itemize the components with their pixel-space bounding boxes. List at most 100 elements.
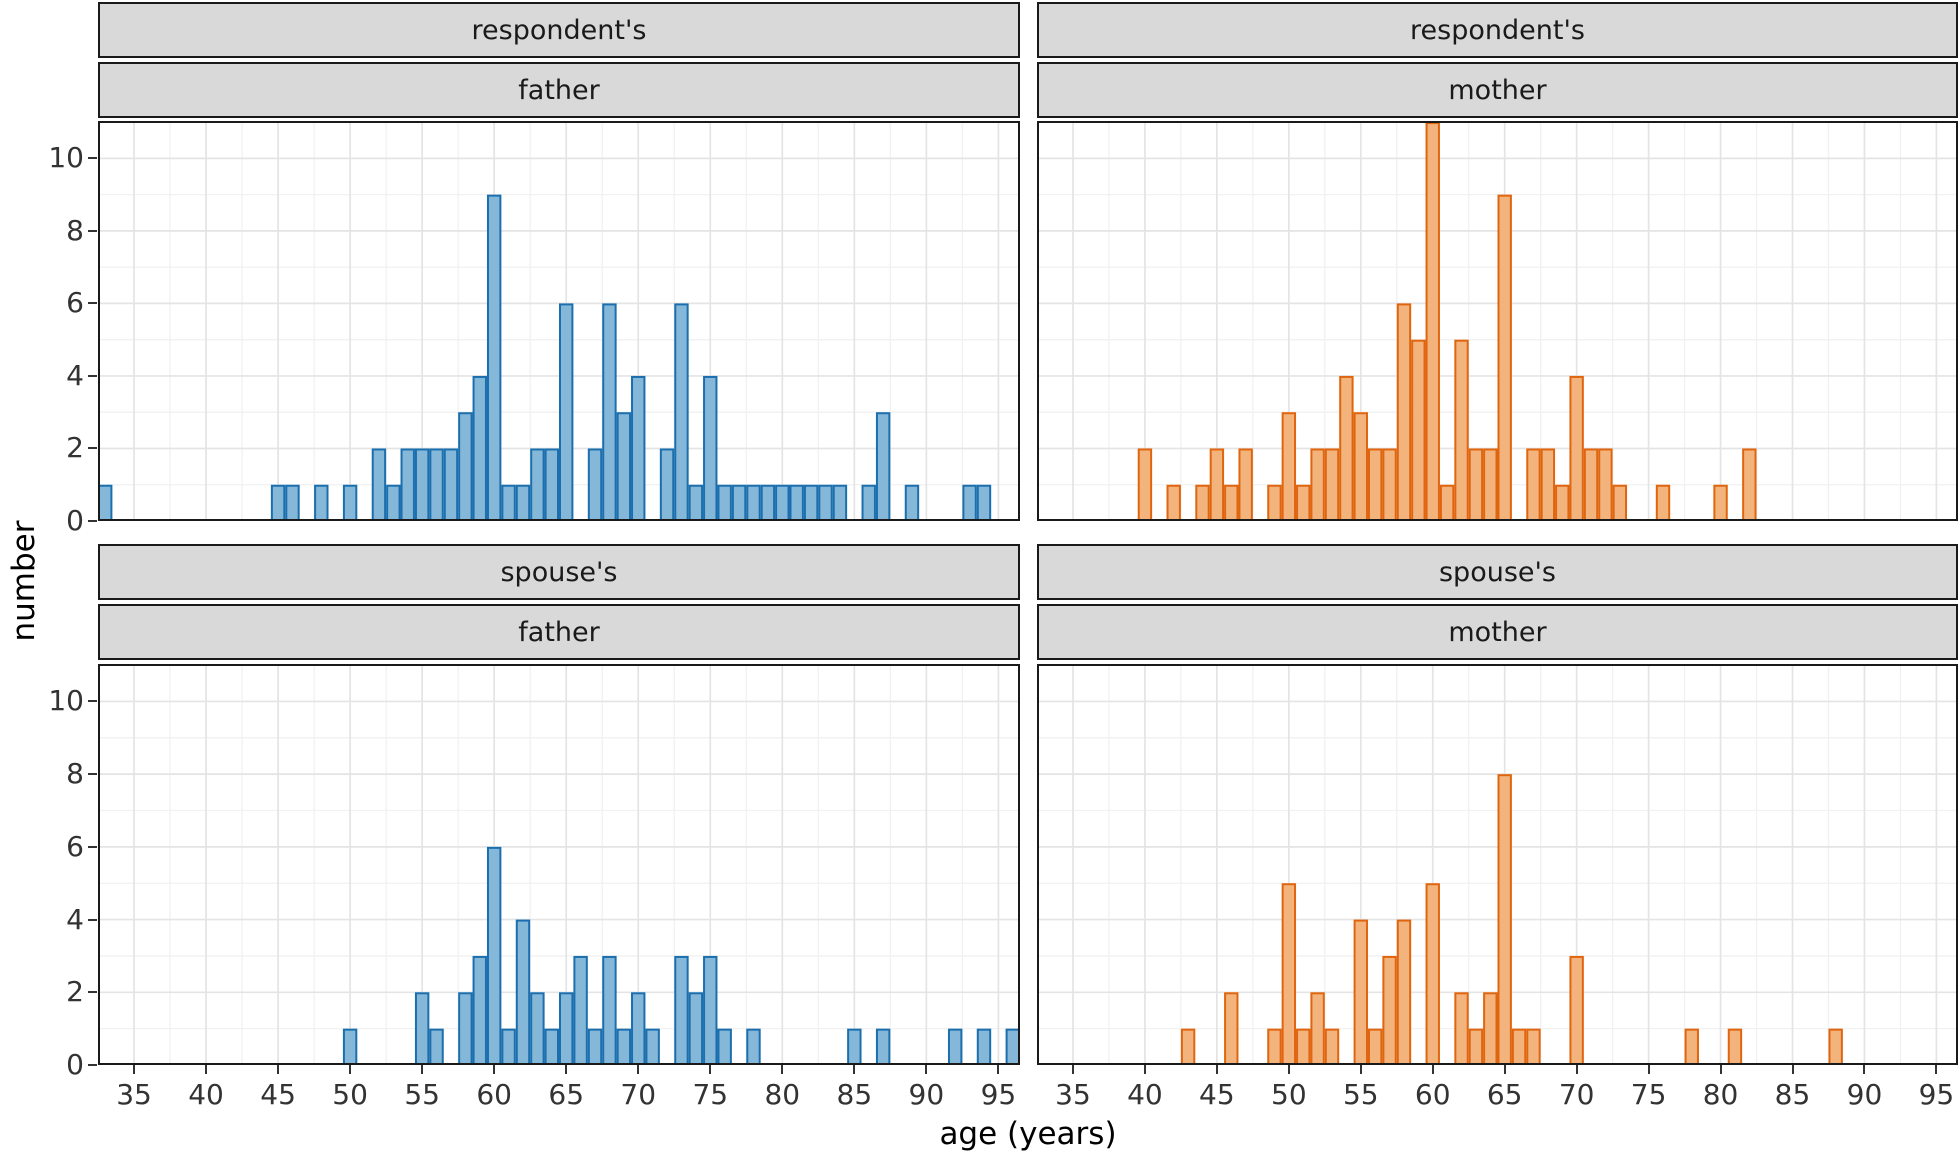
histogram-bar bbox=[1540, 448, 1556, 521]
histogram-bar bbox=[659, 448, 675, 521]
x-tick-label: 70 bbox=[1558, 1078, 1595, 1111]
x-tick-mark bbox=[1863, 1065, 1866, 1074]
x-tick-mark bbox=[1647, 1065, 1650, 1074]
histogram-bar bbox=[875, 1028, 891, 1065]
y-tick-mark bbox=[88, 302, 97, 305]
x-tick-label: 80 bbox=[764, 1078, 801, 1111]
histogram-bar bbox=[1267, 1028, 1282, 1065]
histogram-bar bbox=[775, 484, 790, 521]
histogram-bar bbox=[1281, 883, 1297, 1065]
facet-strip-row-bottom-right: spouse's bbox=[1037, 544, 1958, 600]
y-tick-mark bbox=[88, 157, 97, 160]
panel-border bbox=[98, 664, 1020, 1065]
x-tick-label: 40 bbox=[1127, 1078, 1163, 1111]
histogram-bar bbox=[688, 484, 704, 521]
x-tick-mark bbox=[493, 1065, 496, 1074]
y-tick-label: 4 bbox=[66, 358, 84, 392]
x-tick-label: 40 bbox=[188, 1078, 224, 1111]
x-tick-label: 50 bbox=[1271, 1078, 1307, 1111]
histogram-bar bbox=[98, 484, 113, 521]
histogram-bar bbox=[458, 412, 473, 521]
y-tick-label: 10 bbox=[48, 141, 84, 175]
histogram-bar bbox=[1684, 1028, 1699, 1065]
histogram-bar bbox=[616, 412, 632, 521]
histogram-bar bbox=[515, 484, 531, 521]
facet-strip-row-top-left: respondent's bbox=[98, 2, 1020, 58]
histogram-bar bbox=[314, 484, 329, 521]
x-tick-label: 35 bbox=[116, 1078, 152, 1111]
y-tick-label: 6 bbox=[66, 286, 84, 320]
histogram-bar bbox=[962, 484, 977, 521]
x-tick-mark bbox=[709, 1065, 712, 1074]
histogram-bar bbox=[1411, 339, 1426, 521]
x-tick-label: 85 bbox=[1774, 1078, 1811, 1111]
histogram-bar bbox=[1324, 1028, 1340, 1065]
histogram-bar bbox=[1713, 484, 1728, 521]
facet-strip-label: father bbox=[518, 616, 600, 648]
histogram-bar bbox=[717, 484, 732, 521]
histogram-bar bbox=[947, 1028, 963, 1065]
x-tick-label: 55 bbox=[1342, 1078, 1379, 1111]
histogram-bar bbox=[530, 992, 545, 1065]
histogram-bar bbox=[1195, 484, 1210, 521]
histogram-bar bbox=[1382, 955, 1397, 1065]
histogram-bar bbox=[429, 1028, 444, 1065]
histogram-bar bbox=[1583, 448, 1599, 521]
x-tick-mark bbox=[133, 1065, 136, 1074]
histogram-bar bbox=[1569, 375, 1584, 521]
histogram-bar bbox=[1224, 992, 1239, 1065]
histogram-bar bbox=[285, 484, 300, 521]
histogram-bar bbox=[1209, 448, 1225, 521]
y-tick-mark bbox=[88, 991, 97, 994]
histogram-bar bbox=[1612, 484, 1628, 521]
histogram-bar bbox=[674, 955, 689, 1065]
x-tick-mark bbox=[1287, 1065, 1290, 1074]
histogram-bar bbox=[875, 412, 891, 521]
histogram-bar bbox=[1727, 1028, 1743, 1065]
histogram-bar bbox=[1137, 448, 1153, 521]
histogram-bar bbox=[1742, 448, 1757, 521]
y-tick-mark bbox=[88, 1064, 97, 1066]
facet-strip-row-bottom-left: spouse's bbox=[98, 544, 1020, 600]
histogram-bar bbox=[731, 484, 747, 521]
histogram-bar bbox=[544, 448, 559, 521]
histogram-bar bbox=[501, 484, 516, 521]
histogram-bar bbox=[1324, 448, 1340, 521]
x-tick-mark bbox=[277, 1065, 280, 1074]
histogram-bar bbox=[400, 448, 415, 521]
histogram-bar bbox=[1296, 1028, 1311, 1065]
histogram-bar bbox=[976, 484, 992, 521]
y-tick-label: 0 bbox=[66, 1048, 84, 1081]
x-tick-label: 60 bbox=[1414, 1078, 1451, 1111]
histogram-bar bbox=[270, 484, 286, 521]
x-tick-mark bbox=[349, 1065, 352, 1074]
histogram-bar bbox=[818, 484, 833, 521]
histogram-bar bbox=[515, 919, 531, 1065]
histogram-bar bbox=[1224, 484, 1239, 521]
facet-strip-col-top-left: father bbox=[98, 62, 1020, 118]
histogram-bar bbox=[1267, 484, 1282, 521]
histogram-panel-spouses-father bbox=[98, 664, 1020, 1065]
histogram-bar bbox=[342, 1028, 358, 1065]
x-tick-mark bbox=[781, 1065, 784, 1074]
histogram-bar bbox=[587, 448, 603, 521]
histogram-bar bbox=[587, 1028, 603, 1065]
histogram-bar bbox=[1439, 484, 1455, 521]
histogram-bar bbox=[1396, 919, 1412, 1065]
x-tick-label: 65 bbox=[1486, 1078, 1523, 1111]
histogram-bar bbox=[501, 1028, 516, 1065]
x-tick-label: 90 bbox=[1846, 1078, 1883, 1111]
histogram-bar bbox=[486, 194, 502, 521]
x-tick-label: 75 bbox=[692, 1078, 729, 1111]
panel-border bbox=[98, 121, 1020, 521]
y-tick-mark bbox=[88, 918, 97, 921]
x-tick-label: 70 bbox=[620, 1078, 657, 1111]
x-tick-label: 35 bbox=[1055, 1078, 1091, 1111]
histogram-bar bbox=[674, 303, 689, 521]
x-tick-label: 75 bbox=[1630, 1078, 1667, 1111]
histogram-bar bbox=[616, 1028, 632, 1065]
histogram-plot bbox=[1037, 121, 1958, 521]
histogram-bar bbox=[832, 484, 848, 521]
histogram-bar bbox=[429, 448, 444, 521]
